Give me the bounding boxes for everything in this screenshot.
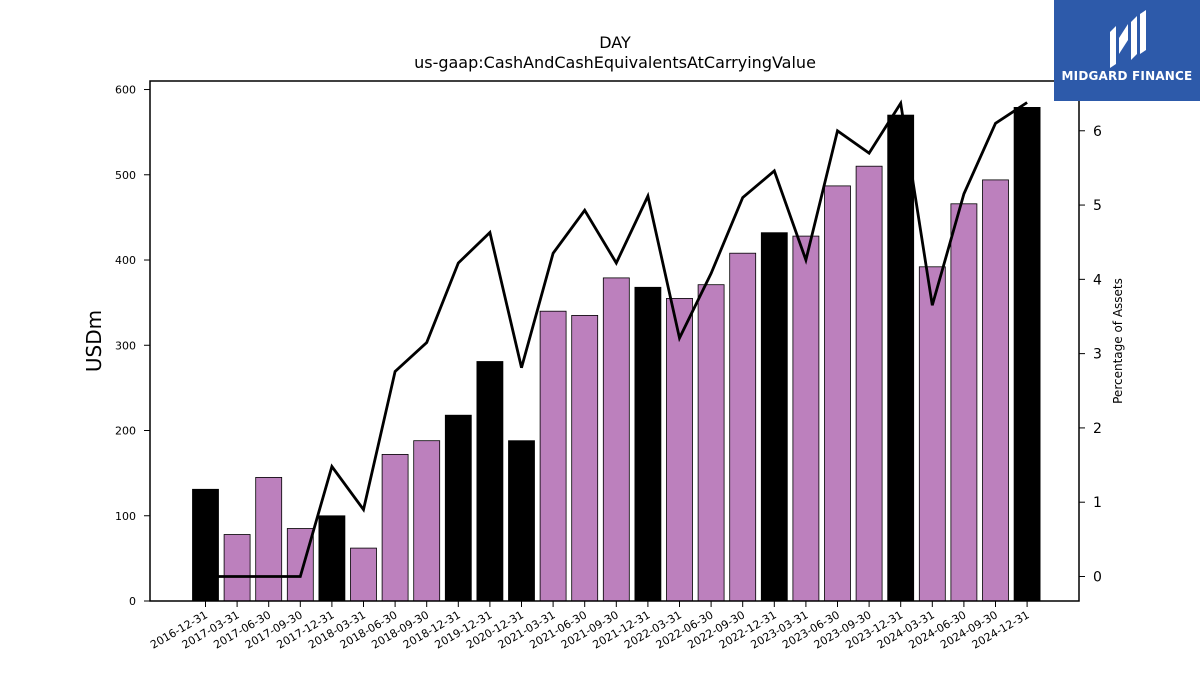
bar bbox=[729, 252, 757, 602]
chart-title: DAY bbox=[599, 33, 631, 52]
chart-subtitle: us-gaap:CashAndCashEquivalentsAtCarrying… bbox=[414, 53, 816, 72]
y2-tick-label: 1 bbox=[1093, 495, 1102, 511]
bar bbox=[887, 114, 915, 602]
bar bbox=[286, 528, 314, 602]
x-axis: 2016-12-312017-03-312017-06-302017-09-30… bbox=[148, 601, 1032, 652]
bar bbox=[571, 314, 599, 602]
y-tick-label: 600 bbox=[115, 84, 136, 97]
brand-logo: MIDGARD FINANCE bbox=[1054, 0, 1200, 101]
bar bbox=[634, 286, 662, 602]
y-tick-label: 200 bbox=[115, 425, 136, 438]
bar-series bbox=[192, 107, 1041, 602]
brand-name: MIDGARD FINANCE bbox=[1061, 69, 1193, 83]
percentage-line bbox=[205, 99, 1028, 578]
y-tick-label: 400 bbox=[115, 254, 136, 267]
bar bbox=[381, 453, 409, 602]
y2-tick-label: 4 bbox=[1093, 272, 1102, 288]
bar bbox=[255, 476, 283, 602]
bar bbox=[666, 297, 693, 602]
y-tick-label: 0 bbox=[129, 595, 136, 608]
y2-tick-label: 0 bbox=[1093, 569, 1102, 585]
y-axis-right: 0 1 2 3 4 5 6 bbox=[1079, 124, 1102, 585]
bar bbox=[760, 232, 788, 602]
bar bbox=[350, 547, 377, 602]
y-axis-left: 0 100 200 300 400 500 600 bbox=[115, 84, 150, 608]
bar bbox=[918, 266, 946, 602]
bar bbox=[539, 310, 567, 602]
y2-tick-label: 5 bbox=[1093, 198, 1102, 214]
bar bbox=[697, 284, 725, 602]
bar bbox=[223, 534, 251, 602]
y2-axis-label: Percentage of Assets bbox=[1111, 278, 1125, 404]
plot-frame bbox=[149, 80, 1080, 602]
y-tick-label: 300 bbox=[115, 339, 136, 352]
bar bbox=[855, 165, 883, 602]
y-tick-label: 100 bbox=[115, 510, 136, 523]
bar bbox=[192, 488, 219, 602]
bar bbox=[444, 414, 472, 602]
y-tick-label: 500 bbox=[115, 169, 136, 182]
bar bbox=[508, 440, 535, 602]
bar bbox=[982, 179, 1009, 602]
bar bbox=[1013, 107, 1041, 602]
bar bbox=[792, 235, 820, 602]
y2-tick-label: 3 bbox=[1093, 347, 1102, 363]
midgard-logo-icon bbox=[1110, 10, 1146, 68]
bar bbox=[950, 203, 978, 602]
y2-tick-label: 6 bbox=[1093, 124, 1102, 140]
bar bbox=[413, 440, 441, 602]
y-axis-label: USDm bbox=[82, 310, 106, 372]
bar bbox=[602, 277, 630, 602]
bar bbox=[318, 515, 346, 602]
y2-tick-label: 2 bbox=[1093, 421, 1102, 437]
bar bbox=[824, 185, 851, 602]
line-series bbox=[205, 99, 1028, 578]
bar bbox=[476, 361, 504, 602]
